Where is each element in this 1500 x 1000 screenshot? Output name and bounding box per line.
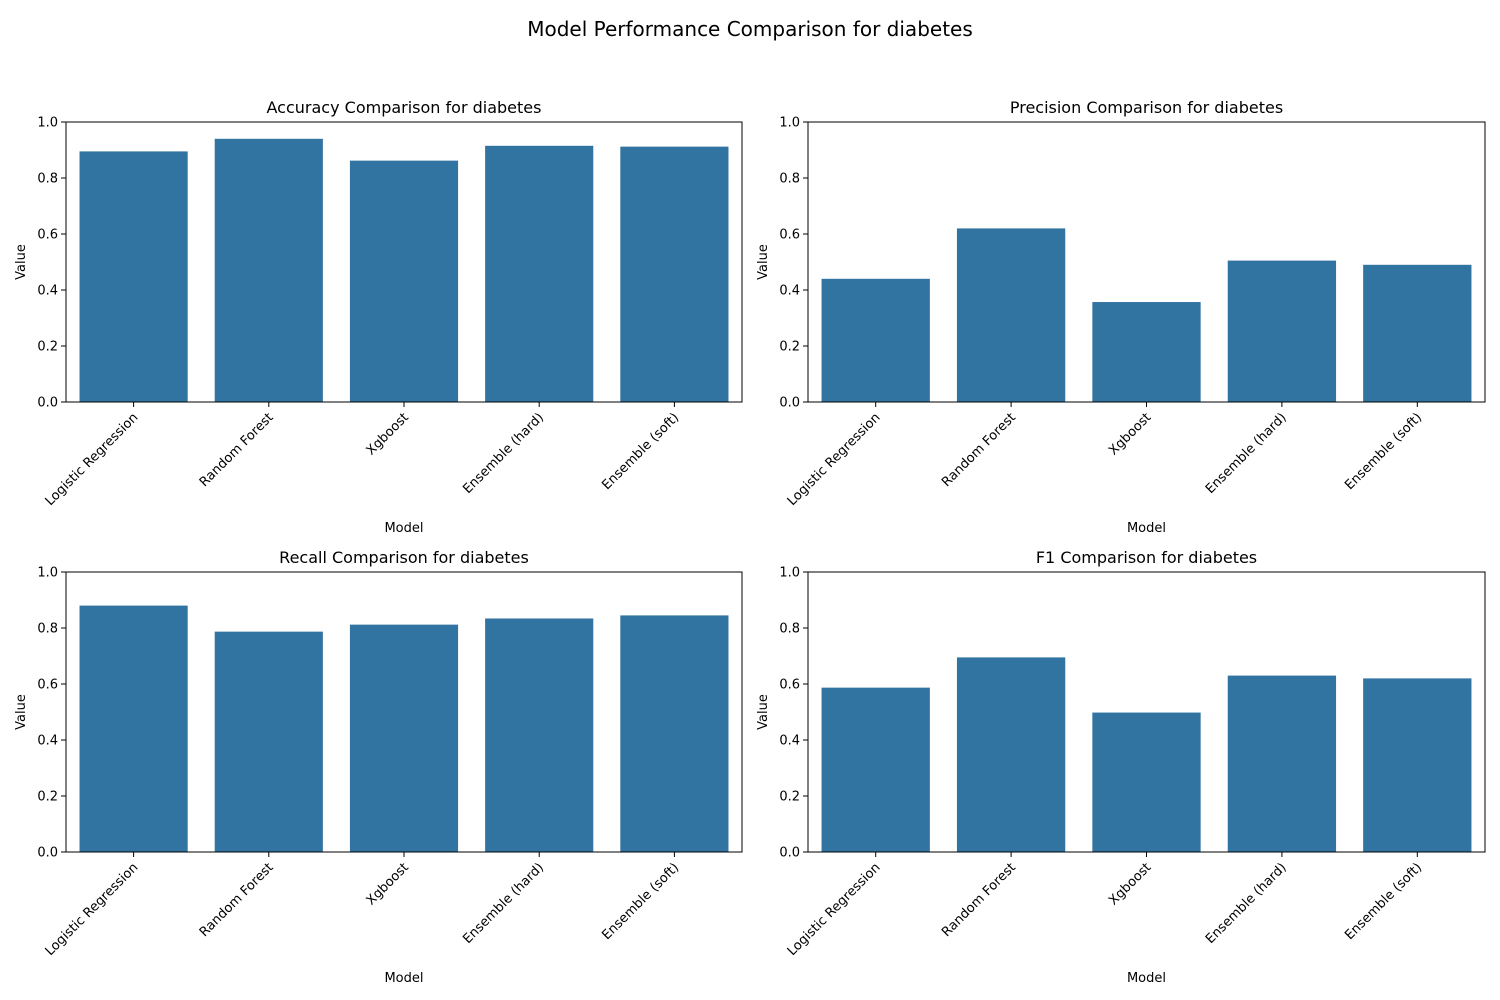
x-tick-label: Logistic Regression: [43, 860, 142, 959]
bar-4-3: [1092, 712, 1201, 852]
panel-title: Precision Comparison for diabetes: [1010, 98, 1283, 117]
x-tick-label: Ensemble (hard): [1203, 410, 1290, 497]
bar-3-3: [349, 624, 459, 852]
x-tick-label: Logistic Regression: [43, 410, 142, 509]
chart-panel-3: 0.0 0.2 0.4 0.6 0.8 1.0 Logistic Regression Ran…: [14, 548, 743, 986]
x-tick-label: Random Forest: [197, 860, 277, 940]
y-tick-label: 1.0: [37, 116, 58, 131]
bar-3-4: [485, 618, 594, 852]
y-tick-label: 0.4: [37, 284, 58, 299]
x-tick-label: Ensemble (soft): [1342, 410, 1425, 493]
bar-1-5: [620, 146, 729, 402]
x-axis-label: Model: [1127, 521, 1166, 536]
x-tick-label: Xgboost: [364, 410, 412, 458]
x-tick-label: Logistic Regression: [785, 410, 884, 509]
x-tick-label: Xgboost: [1106, 410, 1154, 458]
panel-title: Recall Comparison for diabetes: [279, 548, 529, 567]
x-axis-label: Model: [384, 971, 423, 986]
y-tick-label: 0.0: [37, 846, 58, 861]
x-axis-label: Model: [1127, 971, 1166, 986]
chart-panel-4: 0.0 0.2 0.4 0.6 0.8 1.0 Logistic Regression Ran…: [756, 548, 1486, 986]
y-tick-label: 0.2: [37, 340, 58, 355]
y-tick-label: 0.4: [779, 734, 800, 749]
y-tick-label: 0.6: [779, 228, 800, 243]
bar-1-1: [79, 151, 188, 402]
y-axis-label: Value: [14, 694, 29, 730]
y-tick-label: 0.6: [37, 678, 58, 693]
y-tick-label: 0.6: [37, 228, 58, 243]
y-tick-label: 0.0: [37, 396, 58, 411]
chart-panel-2: 0.0 0.2 0.4 0.6 0.8 1.0 Logistic Regression Ran…: [756, 98, 1486, 536]
bar-3-1: [79, 605, 188, 852]
y-tick-label: 0.2: [779, 340, 800, 355]
figure-title: Model Performance Comparison for diabete…: [527, 17, 973, 41]
bar-3-2: [214, 631, 323, 852]
y-tick-label: 0.6: [779, 678, 800, 693]
bar-2-2: [956, 228, 1066, 402]
y-tick-label: 1.0: [37, 566, 58, 581]
y-tick-label: 0.8: [37, 622, 58, 637]
bar-2-3: [1092, 302, 1201, 402]
x-tick-label: Logistic Regression: [785, 860, 884, 959]
y-axis-label: Value: [14, 244, 29, 280]
bar-3-5: [620, 615, 729, 852]
bar-2-1: [821, 278, 930, 402]
y-tick-label: 0.0: [779, 396, 800, 411]
y-tick-label: 0.8: [779, 172, 800, 187]
x-tick-label: Xgboost: [364, 860, 412, 908]
x-tick-label: Xgboost: [1106, 860, 1154, 908]
bar-1-2: [214, 138, 323, 403]
x-tick-label: Ensemble (soft): [1342, 860, 1425, 943]
bar-2-5: [1363, 264, 1472, 402]
y-tick-label: 0.2: [779, 790, 800, 805]
x-tick-label: Random Forest: [939, 860, 1019, 940]
panel-title: Accuracy Comparison for diabetes: [267, 98, 542, 117]
x-tick-label: Ensemble (hard): [460, 410, 547, 497]
y-axis-label: Value: [756, 244, 771, 280]
y-tick-label: 0.4: [37, 734, 58, 749]
bar-1-4: [485, 145, 594, 403]
bar-4-1: [821, 687, 930, 852]
y-tick-label: 0.4: [779, 284, 800, 299]
bar-2-4: [1227, 260, 1337, 402]
panel-title: F1 Comparison for diabetes: [1036, 548, 1257, 567]
chart-panel-1: 0.0 0.2 0.4 0.6 0.8 1.0 Logistic Regression Ran…: [14, 98, 743, 536]
x-tick-label: Ensemble (hard): [460, 860, 547, 947]
x-tick-label: Random Forest: [197, 410, 277, 490]
bar-4-5: [1363, 678, 1472, 852]
y-tick-label: 1.0: [779, 116, 800, 131]
bar-4-4: [1227, 675, 1337, 852]
bar-1-3: [349, 160, 459, 402]
x-tick-label: Ensemble (soft): [599, 410, 682, 493]
x-tick-label: Random Forest: [939, 410, 1019, 490]
bar-4-2: [956, 657, 1066, 852]
x-axis-label: Model: [384, 521, 423, 536]
y-tick-label: 0.8: [779, 622, 800, 637]
y-tick-label: 0.8: [37, 172, 58, 187]
y-axis-label: Value: [756, 694, 771, 730]
x-tick-label: Ensemble (hard): [1203, 860, 1290, 947]
y-tick-label: 0.2: [37, 790, 58, 805]
y-tick-label: 1.0: [779, 566, 800, 581]
y-tick-label: 0.0: [779, 846, 800, 861]
x-tick-label: Ensemble (soft): [599, 860, 682, 943]
